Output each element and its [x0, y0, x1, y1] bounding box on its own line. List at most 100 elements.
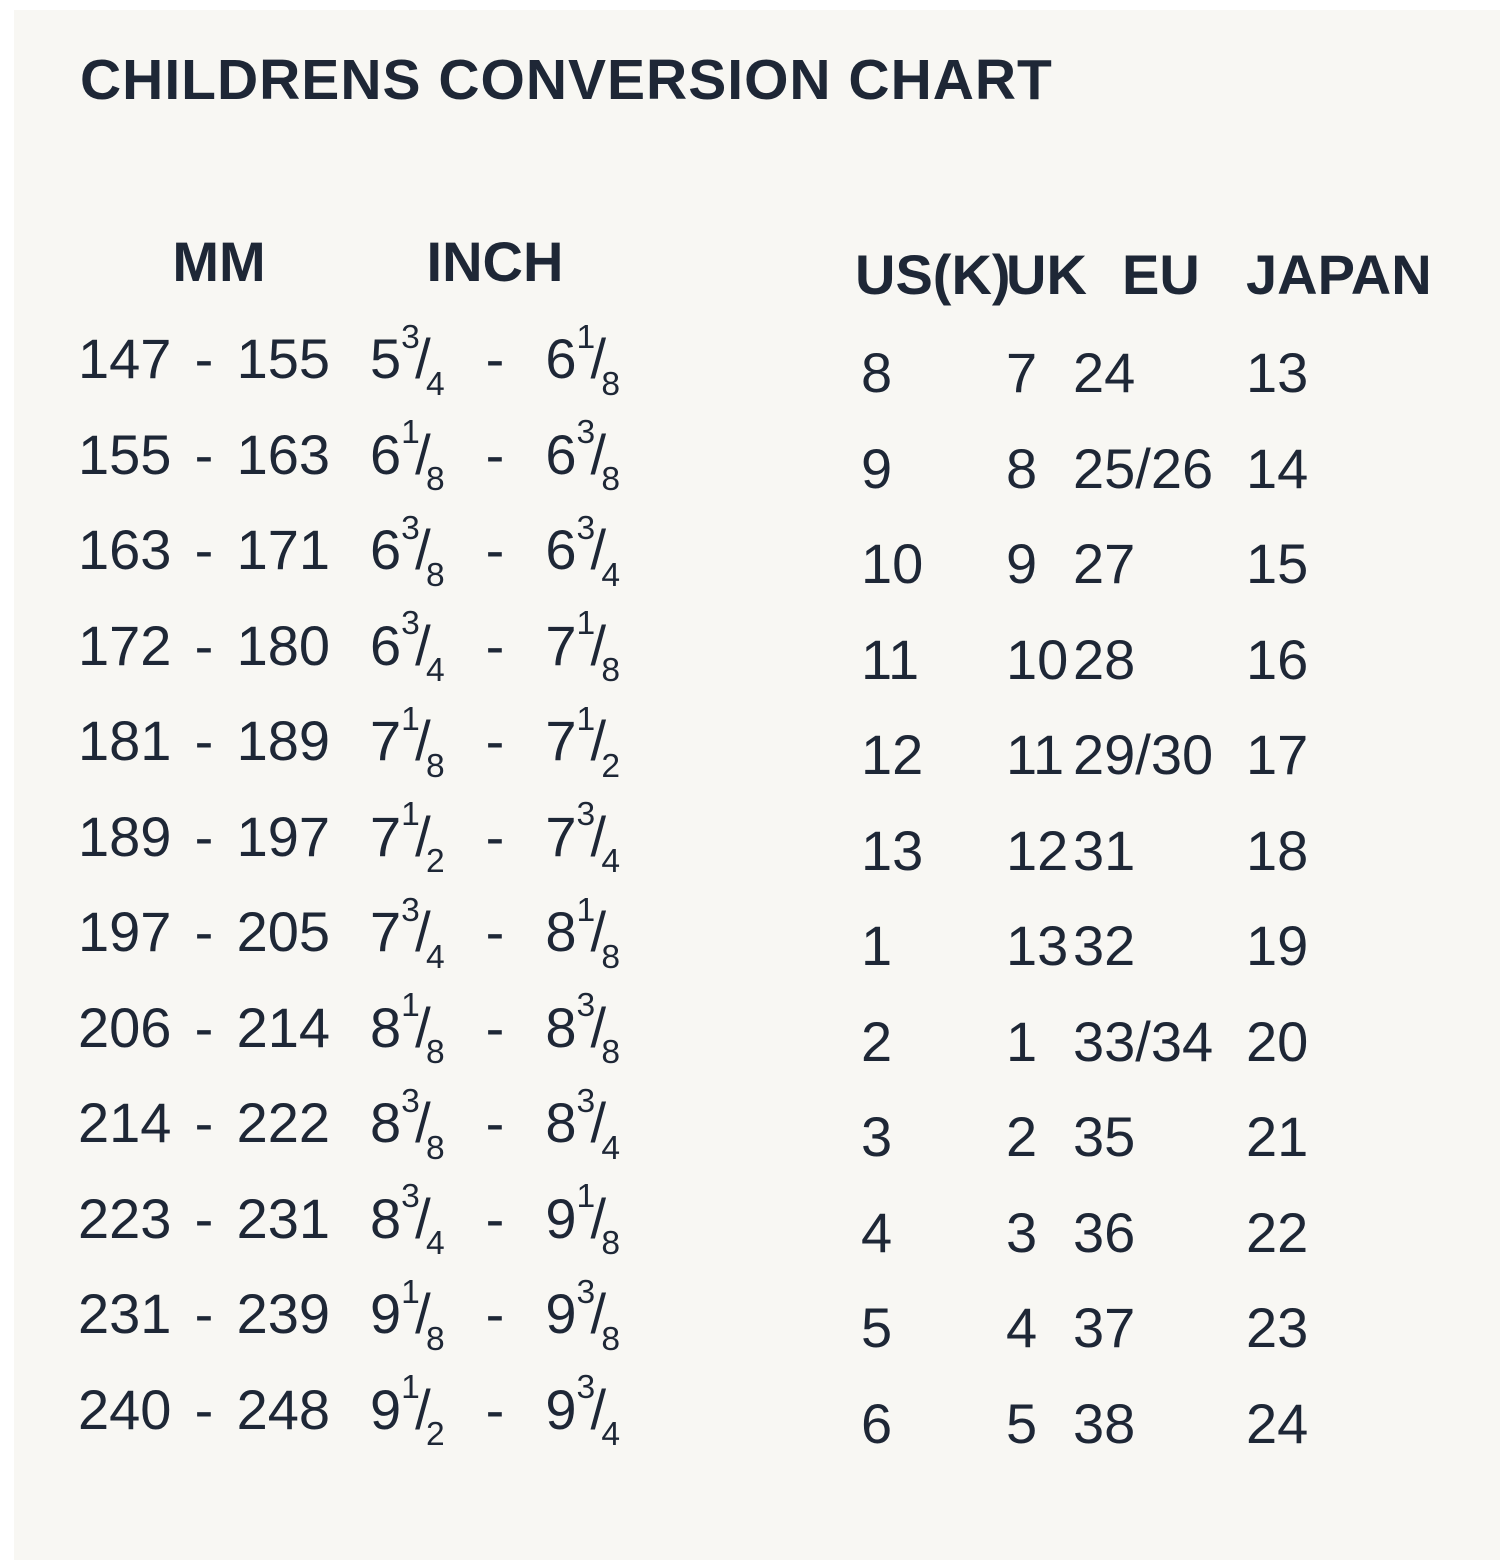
column-header-mm: MM	[172, 230, 266, 293]
range-dash: -	[485, 1377, 505, 1441]
mm-to: 239	[236, 1282, 330, 1345]
fraction-denominator: 8	[426, 1129, 445, 1167]
us-size-cell: 5	[861, 1296, 893, 1359]
range-dash: -	[194, 1186, 214, 1250]
fraction-slash: /	[415, 1091, 431, 1154]
inch-range-cell: 53/4-61/8	[370, 320, 620, 427]
range-dash: -	[194, 1282, 214, 1345]
mm-to: 171	[236, 518, 330, 581]
japan-size-cell: 13	[1246, 341, 1309, 404]
measurement-row: 155-163 61/8-63/8	[78, 416, 620, 523]
mm-from: 206	[78, 995, 172, 1059]
uk-size-cell: 4	[1006, 1296, 1038, 1359]
range-dash: -	[194, 1091, 214, 1154]
fraction-numerator: 1	[576, 318, 596, 356]
mm-to: 222	[236, 1091, 330, 1154]
page-edge-left	[0, 0, 14, 1560]
fraction-numerator: 1	[401, 796, 420, 834]
inch-range-cell: 63/8-63/4	[370, 509, 620, 618]
inch-range-cell: 71/2-73/4	[370, 798, 620, 905]
uk-size-cell: 5	[1006, 1391, 1038, 1455]
uk-size-cell: 2	[1006, 1105, 1038, 1168]
mm-range-cell: 206-214	[78, 995, 330, 1096]
fraction-numerator: 3	[576, 414, 596, 452]
mm-to: 163	[236, 422, 330, 486]
mm-range-cell: 214-222	[78, 1095, 330, 1191]
eu-size-cell: 37	[1073, 1296, 1136, 1359]
measurement-row: 231-239 91/8-93/8	[78, 1273, 620, 1382]
fraction-denominator: 2	[426, 843, 445, 881]
fraction-numerator: 1	[576, 605, 596, 643]
fraction-numerator: 3	[576, 1369, 596, 1407]
range-dash: -	[485, 709, 505, 772]
measurement-row: 223-231 83/4-91/8	[78, 1178, 620, 1287]
us-size-cell: 10	[861, 532, 924, 595]
fraction-numerator: 1	[401, 700, 420, 738]
eu-size-cell: 32	[1073, 914, 1136, 977]
fraction-slash: /	[415, 709, 431, 772]
fraction-denominator: 8	[601, 1225, 620, 1263]
inch-range-cell: 63/4-71/8	[370, 607, 620, 714]
uk-size-cell: 1	[1006, 1009, 1038, 1073]
column-header-uk: UK	[1006, 243, 1087, 306]
mm-to: 180	[236, 613, 330, 677]
inch-range-cell: 61/8-63/8	[370, 416, 620, 523]
fraction-numerator: 1	[401, 987, 420, 1025]
us-size-cell: 13	[861, 818, 924, 882]
mm-range-cell: 189-197	[78, 804, 330, 905]
japan-size-cell: 16	[1246, 627, 1309, 691]
size-row: 2 1 33/34 20	[855, 1009, 1455, 1110]
uk-size-cell: 7	[1006, 341, 1038, 404]
fraction-numerator: 1	[576, 1178, 596, 1216]
fraction-numerator: 3	[401, 891, 420, 929]
fraction-numerator: 1	[401, 1273, 420, 1311]
fraction-slash: /	[415, 1282, 431, 1345]
measurement-row: 214-222 83/8-83/4	[78, 1084, 620, 1191]
range-dash: -	[485, 1091, 505, 1154]
inch-range-cell: 91/2-93/4	[370, 1371, 620, 1478]
fraction-denominator: 4	[426, 365, 445, 403]
inch-from: 63/8	[370, 509, 445, 594]
eu-size-cell: 36	[1073, 1200, 1136, 1264]
fraction-denominator: 8	[601, 1320, 620, 1358]
measurement-row: 189-197 71/2-73/4	[78, 798, 620, 905]
japan-size-cell: 17	[1246, 723, 1309, 786]
inch-from: 91/8	[370, 1273, 445, 1358]
fraction-numerator: 1	[576, 891, 596, 929]
mm-from: 189	[78, 804, 172, 868]
range-dash: -	[194, 995, 214, 1059]
uk-size-cell: 12	[1006, 818, 1069, 882]
inch-range-cell: 83/4-91/8	[370, 1178, 620, 1287]
mm-range-cell: 172-180	[78, 613, 330, 714]
inch-to: 93/8	[545, 1273, 620, 1358]
us-size-cell: 12	[861, 723, 924, 786]
fraction-numerator: 3	[576, 1273, 596, 1311]
range-dash: -	[485, 1282, 505, 1345]
fraction-denominator: 2	[426, 1416, 445, 1454]
fraction-slash: /	[590, 804, 607, 868]
measurement-row: 240-248 91/2-93/4	[78, 1371, 620, 1478]
mm-from: 231	[78, 1282, 172, 1345]
japan-size-cell: 19	[1246, 914, 1309, 977]
fraction-slash: /	[415, 613, 431, 677]
fraction-numerator: 3	[401, 1178, 420, 1216]
fraction-denominator: 8	[426, 461, 445, 499]
fraction-denominator: 4	[601, 1416, 620, 1454]
fraction-slash: /	[590, 900, 607, 963]
japan-size-cell: 14	[1246, 436, 1309, 500]
mm-range-cell: 240-248	[78, 1381, 330, 1478]
column-header-us-k: US(K)	[855, 243, 1011, 306]
measurement-header-row: MM INCH	[78, 234, 620, 290]
size-row: 9 8 25/26 14	[855, 436, 1455, 537]
mm-range-cell: 223-231	[78, 1186, 330, 1287]
fraction-denominator: 8	[426, 747, 445, 785]
mm-to: 205	[236, 900, 330, 963]
fraction-numerator: 3	[576, 509, 596, 547]
fraction-denominator: 8	[426, 1320, 445, 1358]
inch-to: 91/8	[545, 1178, 620, 1263]
mm-from: 147	[78, 327, 172, 390]
range-dash: -	[485, 804, 505, 868]
eu-size-cell: 28	[1073, 627, 1136, 691]
fraction-denominator: 4	[426, 652, 445, 690]
range-dash: -	[485, 1186, 505, 1250]
